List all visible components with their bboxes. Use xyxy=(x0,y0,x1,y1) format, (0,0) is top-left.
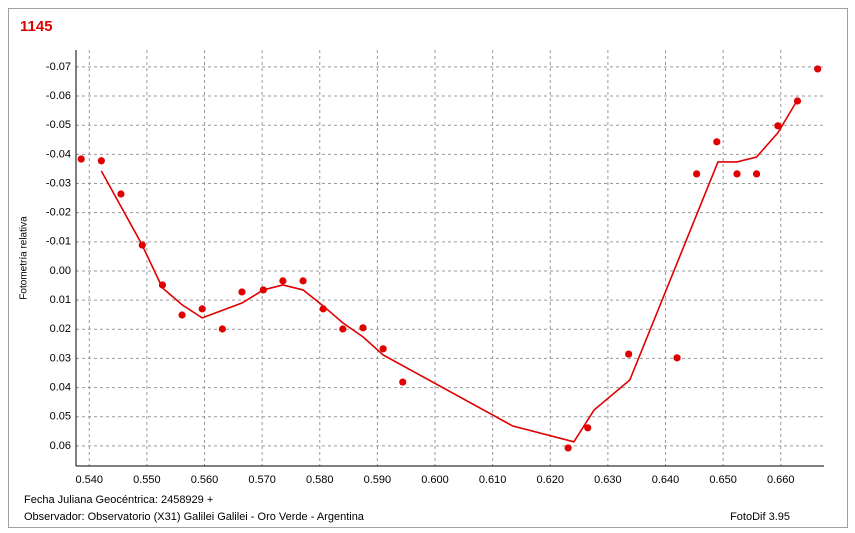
x-tick-label: 0.610 xyxy=(479,474,507,486)
data-point xyxy=(279,277,287,285)
y-tick-label: 0.01 xyxy=(50,294,71,306)
data-point xyxy=(733,170,741,178)
data-point xyxy=(359,324,367,332)
x-tick-label: 0.630 xyxy=(594,474,622,486)
x-tick-label: 0.660 xyxy=(767,474,795,486)
x-tick-label: 0.540 xyxy=(75,474,103,486)
y-tick-label: 0.04 xyxy=(50,381,71,393)
x-tick-label: 0.650 xyxy=(709,474,737,486)
y-tick-label: 0.05 xyxy=(50,411,71,423)
data-point xyxy=(625,350,633,358)
data-point xyxy=(752,170,761,178)
annotation: FotoDif 3.95 xyxy=(730,511,790,523)
y-tick-label: -0.05 xyxy=(46,119,71,131)
x-tick-label: 0.560 xyxy=(191,474,219,486)
y-tick-label: -0.01 xyxy=(46,236,71,248)
y-tick-label: 0.06 xyxy=(50,440,71,452)
data-point xyxy=(713,138,721,146)
x-tick-label: 0.570 xyxy=(248,474,276,486)
y-tick-label: 0.02 xyxy=(50,323,71,335)
data-point xyxy=(238,288,246,296)
y-tick-label: 0.03 xyxy=(50,352,71,364)
y-tick-label: -0.06 xyxy=(46,90,71,102)
data-point xyxy=(584,424,592,432)
y-tick-label: 0.00 xyxy=(50,265,71,277)
y-tick-label: -0.02 xyxy=(46,207,71,219)
fit-line xyxy=(100,99,799,443)
data-point xyxy=(198,305,206,313)
x-tick-label: 0.580 xyxy=(306,474,334,486)
x-tick-label: 0.600 xyxy=(421,474,449,486)
data-point xyxy=(693,170,701,178)
y-tick-label: -0.03 xyxy=(46,177,71,189)
annotation: Fecha Juliana Geocéntrica: 2458929 + xyxy=(24,494,213,506)
y-tick-label: -0.04 xyxy=(46,148,71,160)
data-point xyxy=(673,354,681,362)
frame xyxy=(8,8,848,528)
data-point xyxy=(814,65,822,73)
data-point xyxy=(77,155,85,163)
y-axis-label: Fotometría relativa xyxy=(19,216,30,300)
x-tick-label: 0.590 xyxy=(364,474,392,486)
y-tick-label: -0.07 xyxy=(46,61,71,73)
data-point xyxy=(399,378,407,386)
data-point xyxy=(97,157,105,165)
data-point xyxy=(218,325,226,333)
data-point xyxy=(774,122,782,130)
data-point xyxy=(339,325,347,333)
chart-title: 1145 xyxy=(20,18,53,35)
annotation: Observador: Observatorio (X31) Galilei G… xyxy=(24,511,365,523)
x-tick-label: 0.640 xyxy=(652,474,680,486)
x-tick-label: 0.620 xyxy=(537,474,565,486)
data-point xyxy=(299,277,307,285)
x-tick-label: 0.550 xyxy=(133,474,161,486)
data-point xyxy=(564,444,572,452)
data-point xyxy=(379,345,387,353)
data-point xyxy=(117,190,125,198)
data-point xyxy=(178,311,186,319)
